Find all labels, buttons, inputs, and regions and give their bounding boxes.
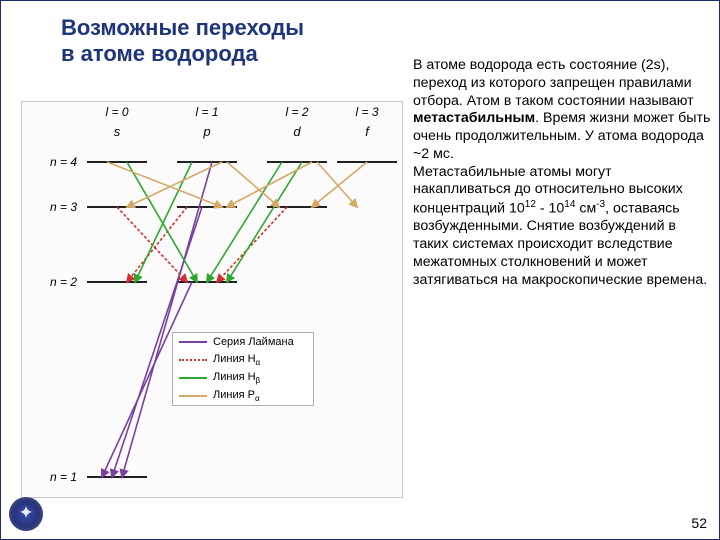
svg-text:l = 1: l = 1 bbox=[195, 105, 218, 119]
body-text: В атоме водорода есть состояние (2s), пе… bbox=[413, 57, 713, 289]
slide: Возможные переходыв атоме водорода В ато… bbox=[0, 0, 720, 540]
svg-text:n = 3: n = 3 bbox=[50, 200, 77, 214]
svg-text:l = 0: l = 0 bbox=[105, 105, 128, 119]
svg-text:l = 3: l = 3 bbox=[355, 105, 378, 119]
text-p2b: - 10 bbox=[536, 201, 564, 217]
legend-row: Серия Лаймана bbox=[173, 333, 313, 351]
legend-row: Линия Hα bbox=[173, 351, 313, 369]
svg-text:f: f bbox=[365, 124, 370, 139]
text-p2c: см bbox=[575, 201, 596, 217]
legend-label: Линия Hα bbox=[213, 353, 260, 367]
svg-text:n = 1: n = 1 bbox=[50, 470, 77, 484]
legend-swatch bbox=[179, 341, 207, 343]
energy-level-diagram: l = 0 s l = 1 p l = 2 d l = 3 f n = 4 n = 3 n = 2 n… bbox=[21, 101, 403, 498]
svg-text:l = 2: l = 2 bbox=[285, 105, 308, 119]
text-bold: метастабильным bbox=[413, 110, 535, 126]
text-sup1: 12 bbox=[525, 199, 536, 210]
svg-text:s: s bbox=[114, 124, 121, 139]
legend-swatch bbox=[179, 359, 207, 361]
legend-label: Линия Hβ bbox=[213, 371, 260, 385]
text-sup2: 14 bbox=[564, 199, 575, 210]
text-sup3: -3 bbox=[596, 199, 605, 210]
legend-label: Линия Pα bbox=[213, 389, 260, 403]
svg-text:d: d bbox=[293, 124, 301, 139]
legend-row: Линия Hβ bbox=[173, 369, 313, 387]
page-number: 52 bbox=[691, 515, 707, 531]
legend-row: Линия Pα bbox=[173, 387, 313, 405]
legend-swatch bbox=[179, 395, 207, 397]
diagram-svg: l = 0 s l = 1 p l = 2 d l = 3 f n = 4 n = 3 n = 2 n… bbox=[22, 102, 402, 497]
legend-label: Серия Лаймана bbox=[213, 336, 294, 348]
svg-text:p: p bbox=[202, 124, 210, 139]
text-p1a: В атоме водорода есть состояние (2s), пе… bbox=[413, 57, 694, 109]
logo-icon: ✦ bbox=[9, 497, 43, 531]
legend: Серия Лаймана Линия Hα Линия Hβ Линия Pα bbox=[172, 332, 314, 406]
legend-swatch bbox=[179, 377, 207, 379]
svg-text:n = 4: n = 4 bbox=[50, 155, 77, 169]
svg-text:n = 2: n = 2 bbox=[50, 275, 77, 289]
star-icon: ✦ bbox=[18, 502, 33, 523]
slide-title: Возможные переходыв атоме водорода bbox=[61, 15, 391, 68]
